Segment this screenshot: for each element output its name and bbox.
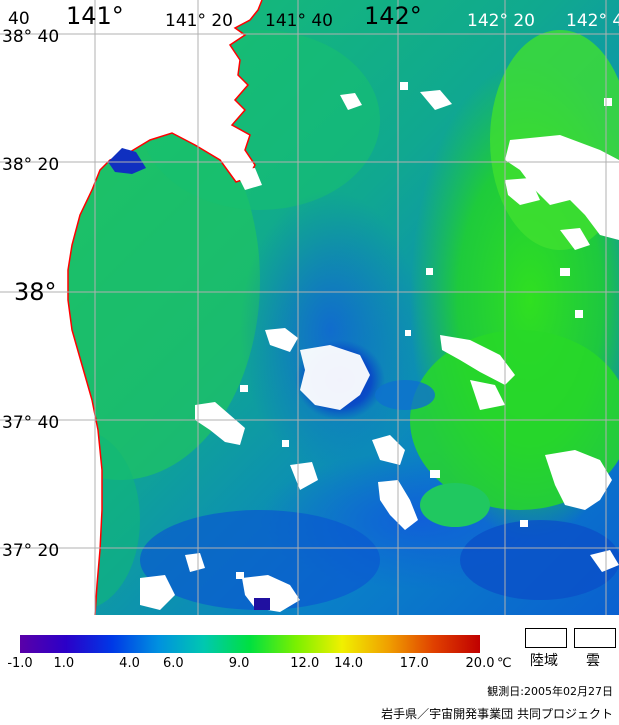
colorbar-tick-label: 9.0 [228, 656, 250, 671]
colorbar-tick-label: 1.0 [53, 656, 75, 671]
lon-label-141: 141° [66, 2, 124, 30]
temperature-unit: ℃ [497, 656, 512, 671]
corner-label: 40 [8, 9, 30, 29]
colorbar-tick-label: 20.0 [465, 656, 495, 671]
lat-label-38-40: 38° 40 [2, 27, 59, 47]
lat-label-37-40: 37° 40 [2, 413, 59, 433]
lon-label-142-40: 142° 4 [566, 11, 619, 31]
colorbar-tick-label: 17.0 [399, 656, 429, 671]
lat-label-38-20: 38° 20 [2, 155, 59, 175]
land-area [0, 0, 262, 615]
lon-label-142: 142° [364, 2, 422, 30]
graticule [0, 0, 619, 615]
lat-label-37-20: 37° 20 [2, 541, 59, 561]
lat-label-38: 38° [14, 278, 57, 306]
credit-line: 岩手県／宇宙開発事業団 共同プロジェクト [381, 707, 613, 721]
cloud-legend-label: 雲 [586, 653, 600, 669]
coastline [67, 0, 263, 615]
land-legend-label: 陸域 [530, 653, 558, 669]
lon-label-141-20: 141° 20 [165, 11, 233, 31]
land-legend-swatch [525, 628, 567, 648]
cold-patch [254, 598, 270, 610]
lon-label-142-20: 142° 20 [467, 11, 535, 31]
colorbar-tick-label: 4.0 [119, 656, 140, 671]
colorbar-tick-label: 12.0 [290, 656, 320, 671]
colorbar-tick-label: -1.0 [7, 656, 33, 671]
cloud-cover [140, 82, 619, 612]
sst-map: 40 141° 141° 20 141° 40 142° 142° 20 142… [0, 0, 619, 615]
bay-water [108, 148, 146, 174]
colorbar-tick-label: 6.0 [162, 656, 184, 671]
observation-date: 観測日:2005年02月27日 [487, 685, 613, 698]
temperature-colorbar [20, 635, 480, 653]
cloud-legend-swatch [574, 628, 616, 648]
lon-label-141-40: 141° 40 [265, 11, 333, 31]
colorbar-tick-label: 14.0 [334, 656, 364, 671]
